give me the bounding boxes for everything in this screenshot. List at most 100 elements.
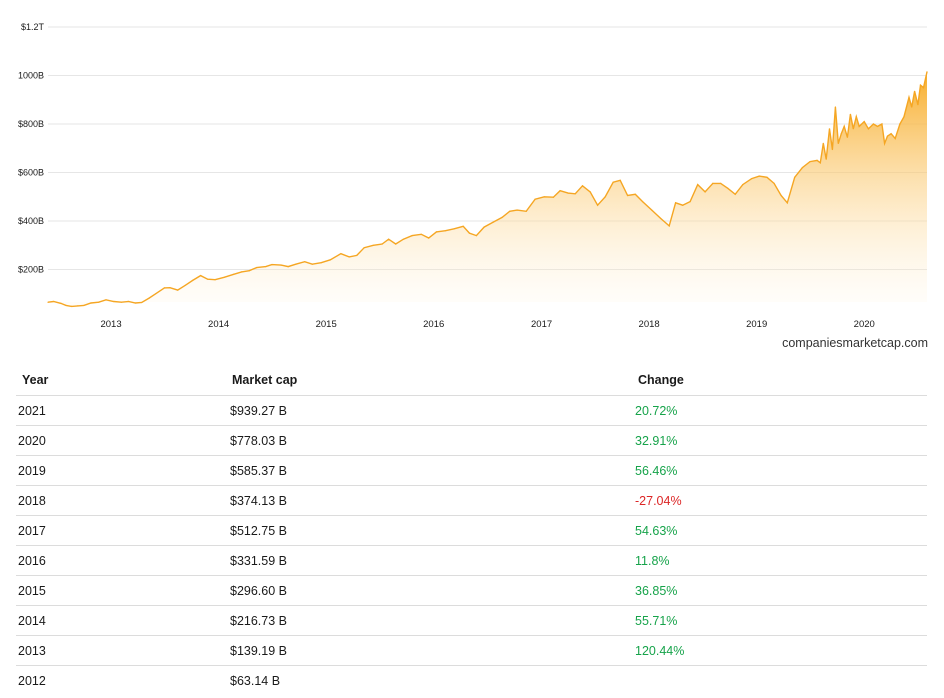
data-point (402, 238, 404, 240)
data-point (98, 301, 100, 303)
data-point (177, 289, 179, 291)
table-row: 2019 $585.37 B 56.46% (16, 456, 927, 486)
year-cell: 2019 (18, 463, 46, 478)
data-point (192, 279, 194, 281)
data-point (881, 123, 883, 125)
data-point (340, 253, 342, 255)
data-point (241, 271, 243, 273)
data-point (766, 176, 768, 178)
data-point (311, 263, 313, 265)
data-point (444, 230, 447, 232)
data-point (468, 232, 470, 234)
data-point (574, 193, 576, 195)
y-tick-label: $400B (18, 216, 44, 226)
market-cap-table: Year Market cap Change 2021 $939.27 B 20.7… (16, 365, 927, 695)
market-cap-cell: $296.60 B (230, 583, 287, 598)
data-point (727, 187, 729, 189)
data-point (60, 302, 62, 304)
year-cell: 2013 (18, 643, 46, 658)
data-point (65, 304, 67, 306)
table-row: 2017 $512.75 B 54.63% (16, 516, 927, 546)
data-point (223, 276, 225, 278)
data-point (462, 225, 464, 227)
market-cap-column-header: Market cap (232, 373, 298, 387)
data-point (712, 182, 714, 184)
data-point (435, 231, 437, 233)
market-cap-cell: $374.13 B (230, 493, 287, 508)
x-tick-label: 2017 (531, 319, 552, 330)
data-point (105, 299, 107, 301)
change-cell: 11.8% (635, 553, 670, 568)
data-point (214, 279, 216, 281)
data-point (780, 194, 782, 197)
data-point (734, 193, 736, 195)
data-point (381, 243, 383, 245)
data-point (295, 263, 297, 265)
year-cell: 2015 (18, 583, 46, 598)
data-point (207, 278, 209, 280)
data-point (872, 123, 875, 125)
data-point (265, 266, 267, 268)
data-point (120, 301, 122, 303)
data-point (634, 193, 636, 195)
data-point (372, 244, 374, 246)
data-point (77, 305, 79, 307)
market-cap-cell: $63.14 B (230, 673, 281, 688)
data-point (525, 210, 527, 212)
change-cell: 36.85% (635, 583, 678, 598)
data-point (758, 175, 760, 177)
data-point (642, 201, 644, 203)
x-tick-label: 2016 (423, 319, 444, 330)
data-point (248, 270, 250, 272)
data-point (843, 125, 845, 127)
data-point (304, 261, 306, 263)
x-tick-label: 2020 (854, 319, 875, 330)
x-axis: 201320142015201620172018201920202021 (100, 319, 875, 330)
data-point (90, 302, 92, 304)
change-cell: 32.91% (635, 433, 678, 448)
data-point (53, 300, 55, 303)
market-cap-area (48, 71, 927, 307)
data-point (773, 182, 775, 184)
data-point (863, 121, 865, 123)
data-point (320, 262, 322, 264)
data-point (899, 123, 901, 125)
table-row: 2016 $331.59 B 11.8% (16, 546, 927, 576)
data-point (668, 225, 670, 227)
x-tick-label: 2015 (316, 319, 337, 330)
data-point (581, 185, 584, 187)
data-point (552, 196, 555, 198)
table-row: 2021 $939.27 B 20.72% (16, 396, 927, 426)
y-tick-label: $1.2T (21, 22, 45, 32)
year-cell: 2020 (18, 433, 46, 448)
year-cell: 2016 (18, 553, 46, 568)
data-point (751, 178, 753, 180)
data-point (822, 142, 824, 144)
data-point (428, 237, 430, 239)
data-point (894, 137, 896, 140)
change-cell: -27.04% (635, 493, 682, 508)
data-point (903, 116, 905, 118)
data-point (113, 300, 115, 303)
data-point (914, 90, 916, 92)
data-point (846, 136, 849, 138)
data-point (819, 162, 821, 164)
data-point (689, 201, 691, 203)
data-point (926, 71, 928, 73)
data-point (908, 96, 910, 98)
data-point (809, 161, 811, 163)
data-point (619, 179, 621, 181)
data-point (589, 191, 591, 193)
data-point (363, 247, 365, 249)
data-point (917, 104, 919, 106)
change-cell: 56.46% (635, 463, 678, 478)
data-point (660, 218, 662, 220)
year-cell: 2017 (18, 523, 46, 538)
data-point (280, 264, 282, 266)
data-point (388, 238, 390, 240)
y-tick-label: 1000B (18, 71, 44, 81)
data-point (356, 254, 358, 256)
data-point (148, 297, 150, 299)
data-point (834, 106, 837, 108)
data-point (169, 287, 171, 289)
